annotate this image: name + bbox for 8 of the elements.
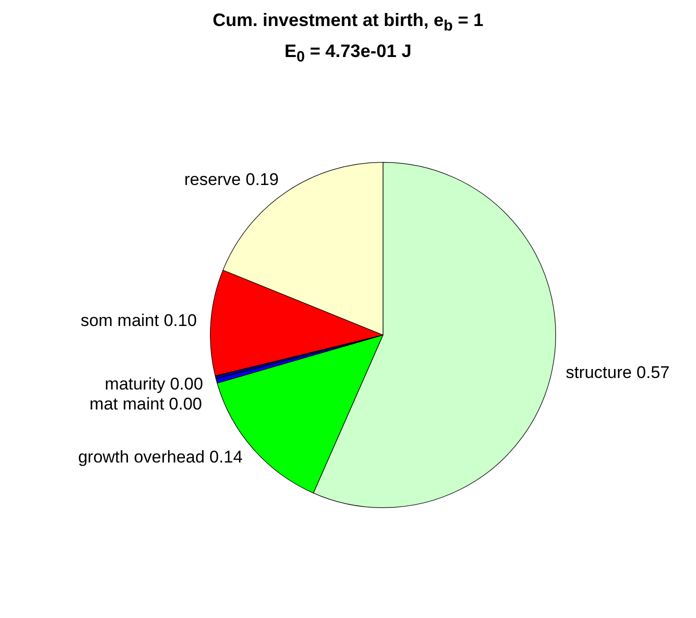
slice-label: maturity 0.00 xyxy=(104,374,204,394)
slice-label: som maint 0.10 xyxy=(80,311,197,330)
slice-label: growth overhead 0.14 xyxy=(78,448,243,467)
chart-subtitle: E$_{0}$ = 4.73e-01 J xyxy=(284,40,412,66)
slice-label: reserve 0.19 xyxy=(184,170,279,190)
slice-label: mat maint 0.00 xyxy=(90,394,202,414)
slice-label: structure 0.57 xyxy=(566,363,670,382)
chart-title: Cum. investment at birth, e$_{b}$ = 1 xyxy=(212,9,484,35)
